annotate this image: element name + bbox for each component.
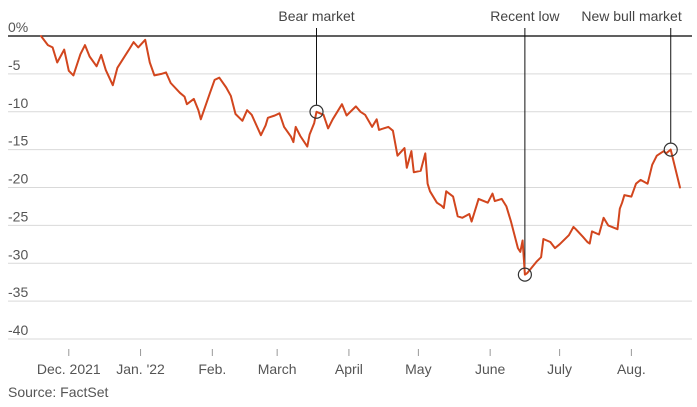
x-tick-label: Feb. xyxy=(198,361,226,377)
y-tick-label: -25 xyxy=(8,208,28,224)
series-line xyxy=(40,35,681,276)
x-tick-label: April xyxy=(335,361,363,377)
annotation-label: New bull market xyxy=(581,8,681,24)
y-tick-label: 0% xyxy=(8,19,28,35)
x-axis-tick-labels: Dec. 2021 Jan. '22 Feb. March April May June Ju… xyxy=(37,349,646,377)
y-tick-label: -40 xyxy=(8,322,28,338)
y-tick-label: -30 xyxy=(8,246,28,262)
x-tick-label: Dec. 2021 xyxy=(37,361,101,377)
y-tick-label: -20 xyxy=(8,171,28,187)
x-tick-label: May xyxy=(405,361,431,377)
x-tick-label: Aug. xyxy=(617,361,646,377)
source-note: Source: FactSet xyxy=(8,384,109,400)
y-tick-label: -35 xyxy=(8,284,28,300)
annotation-marker xyxy=(309,104,324,119)
x-tick-label: June xyxy=(475,361,506,377)
annotation-label: Bear market xyxy=(278,8,354,24)
annotation-leader-lines xyxy=(316,28,672,268)
annotation-label: Recent low xyxy=(490,8,560,24)
x-tick-label: July xyxy=(547,361,572,377)
annotation-labels: Bear market Recent low New bull market xyxy=(278,8,681,24)
y-tick-label: -15 xyxy=(8,133,28,149)
y-tick-label: -10 xyxy=(8,95,28,111)
y-tick-label: -5 xyxy=(8,57,21,73)
annotation-marker xyxy=(517,267,532,282)
x-tick-label: March xyxy=(258,361,297,377)
gridlines xyxy=(8,35,692,340)
annotation-markers xyxy=(309,104,678,282)
x-tick-label: Jan. '22 xyxy=(116,361,165,377)
annotation-marker xyxy=(663,142,678,157)
y-axis-tick-labels: 0% -5 -10 -15 -20 -25 -30 -35 -40 xyxy=(8,19,28,338)
